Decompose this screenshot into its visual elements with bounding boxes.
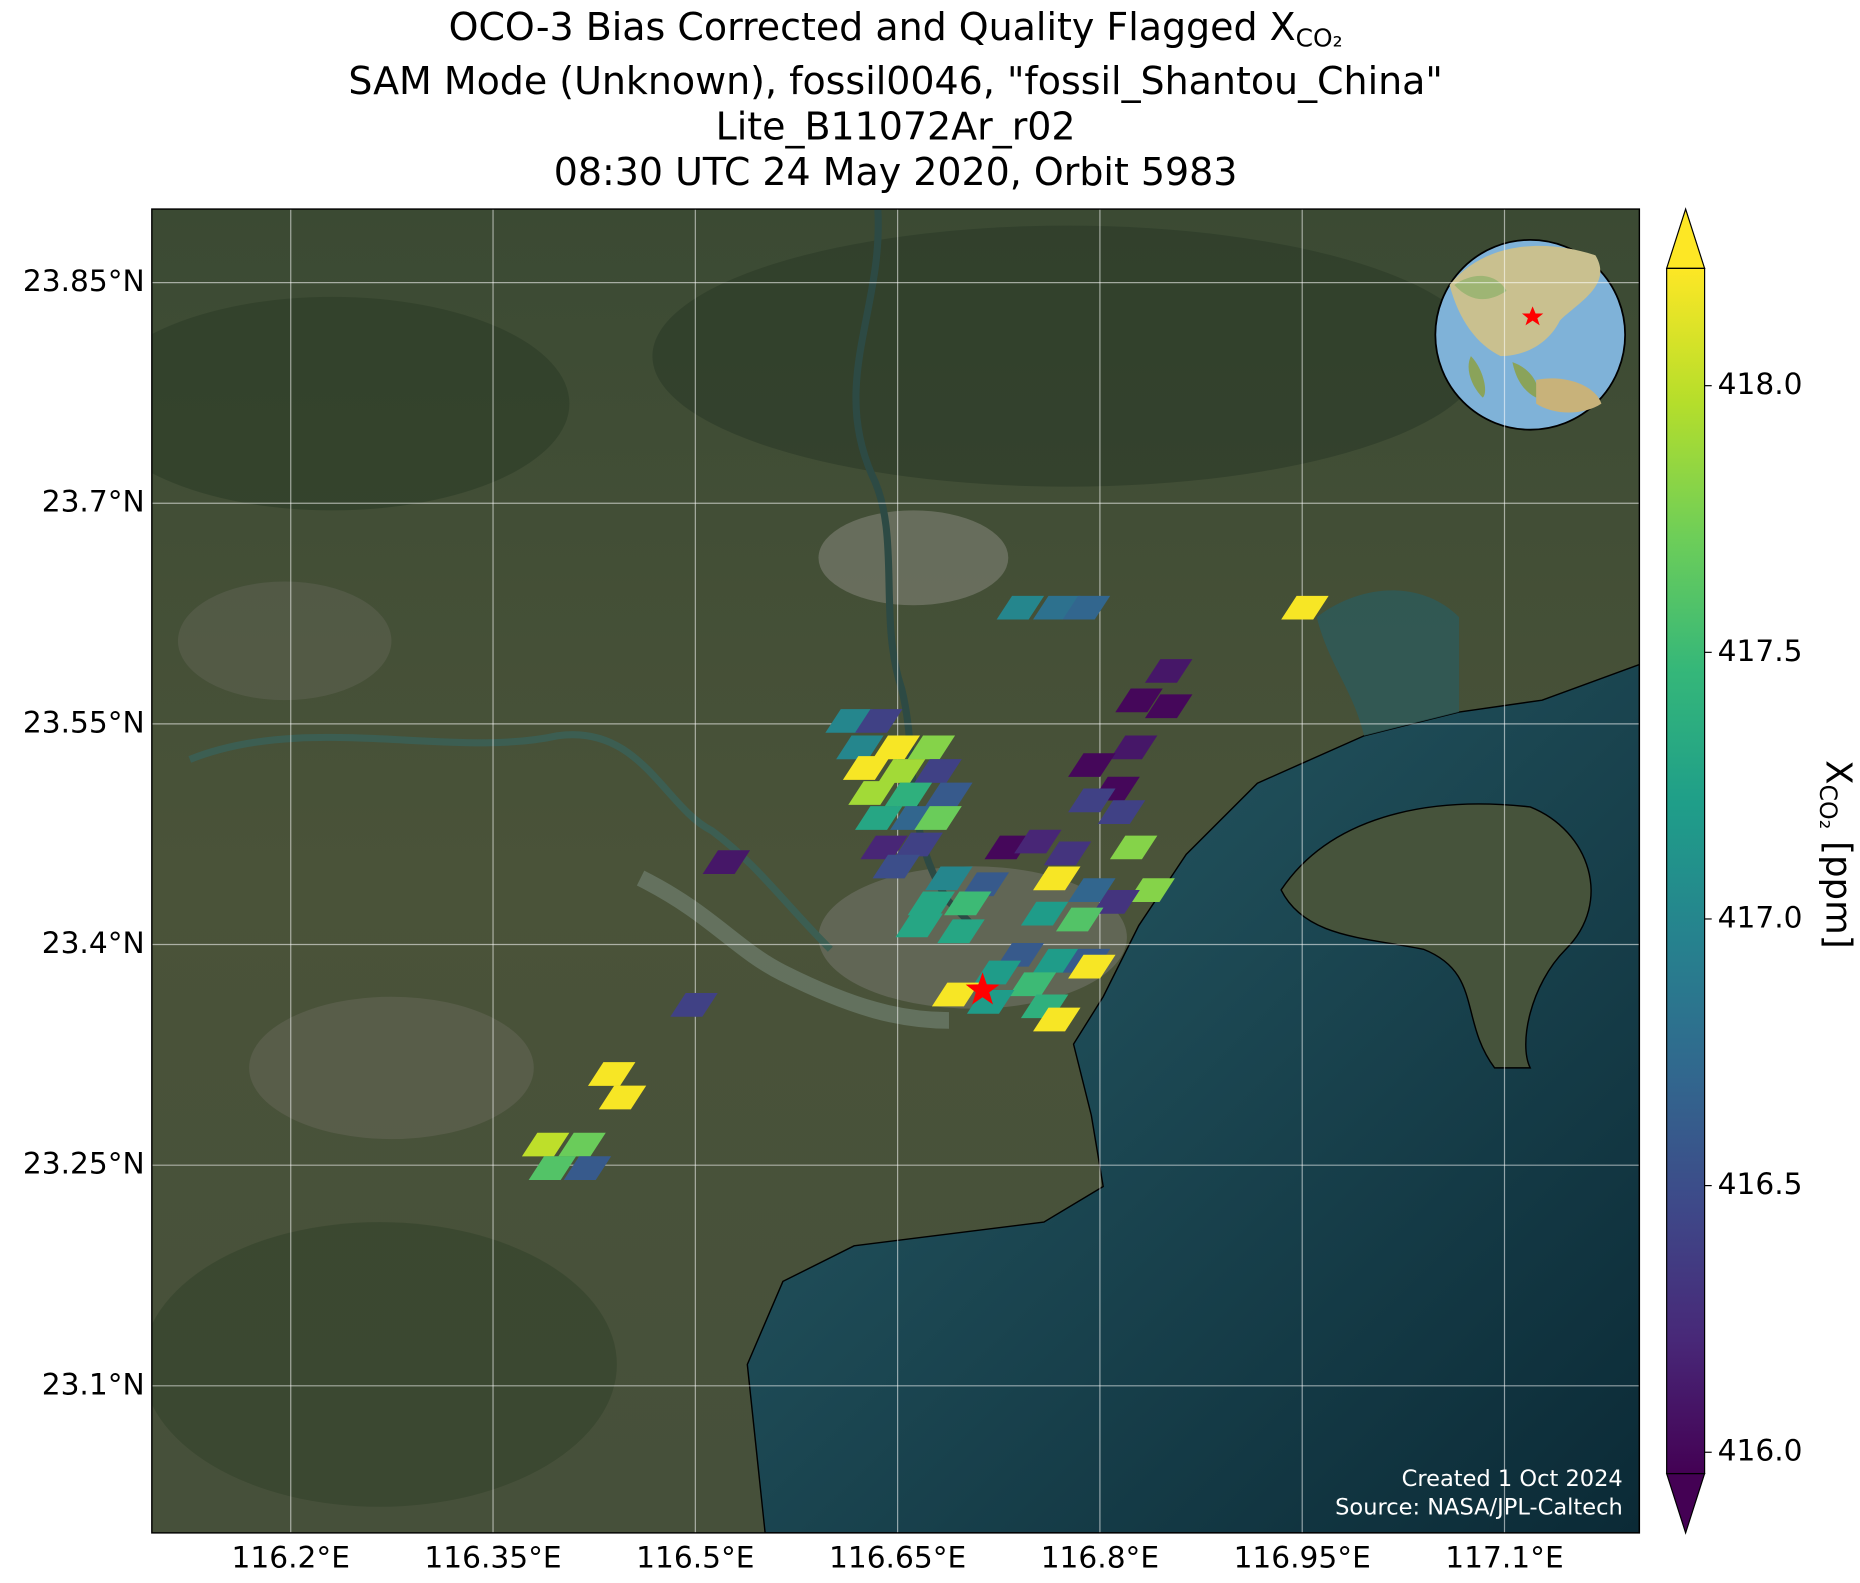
y-tick-label: 23.4°N xyxy=(42,925,145,960)
footprint xyxy=(944,891,992,916)
colorbar xyxy=(1666,268,1705,1474)
colorbar-tick-label: 417.0 xyxy=(1718,899,1803,934)
colorbar-tick-label: 416.5 xyxy=(1718,1166,1803,1201)
footprint xyxy=(895,913,943,938)
colorbar-tick-label: 417.5 xyxy=(1718,633,1803,668)
colorbar-label-main: X xyxy=(1817,760,1858,784)
colorbar-label-subscript: CO₂ xyxy=(1814,784,1842,829)
colorbar-frame xyxy=(1666,267,1706,1475)
x-tick-label: 116.5°E xyxy=(636,1539,754,1574)
y-tick-label: 23.55°N xyxy=(23,704,145,739)
footprint xyxy=(558,1132,606,1157)
footprint xyxy=(996,595,1045,620)
colorbar-extend-max xyxy=(1665,207,1706,269)
footprint xyxy=(925,866,973,891)
map-background xyxy=(151,209,1640,1533)
credit-text: Source: NASA/JPL-Caltech xyxy=(1335,1494,1623,1520)
footprint xyxy=(598,1085,647,1110)
inset-globe xyxy=(1434,239,1627,431)
colorbar-tick-label: 416.0 xyxy=(1718,1433,1803,1468)
colorbar-label-unit: [ppm] xyxy=(1817,841,1858,949)
x-tick-label: 116.65°E xyxy=(829,1539,966,1574)
chart-subtitle: 08:30 UTC 24 May 2020, Orbit 5983 xyxy=(554,150,1238,194)
chart-title: OCO-3 Bias Corrected and Quality Flagged… xyxy=(449,4,1343,52)
footprint xyxy=(877,759,926,783)
footprint xyxy=(884,782,933,807)
y-tick-label: 23.1°N xyxy=(42,1366,145,1401)
footprint xyxy=(1020,901,1069,926)
footprint xyxy=(528,1156,577,1180)
footprint xyxy=(937,919,985,944)
footprint xyxy=(925,782,973,807)
chart-subtitle: Lite_B11072Ar_r02 xyxy=(716,104,1076,148)
footprint xyxy=(521,1132,570,1157)
footprint xyxy=(1068,878,1116,902)
target-marker xyxy=(965,972,1000,1005)
colorbar-tick-label: 418.0 xyxy=(1718,366,1803,401)
footprint xyxy=(1008,972,1057,997)
footprint xyxy=(914,806,962,830)
y-tick-label: 23.7°N xyxy=(42,484,145,519)
footprint xyxy=(1109,835,1158,860)
map-layer xyxy=(151,209,1640,1533)
footprint xyxy=(1033,1007,1081,1032)
footprint xyxy=(872,735,920,760)
x-tick-label: 116.2°E xyxy=(232,1539,350,1574)
footprint xyxy=(1092,890,1140,914)
title-subscript: CO₂ xyxy=(1296,23,1343,52)
footprint xyxy=(1043,841,1092,866)
x-tick-label: 117.1°E xyxy=(1445,1539,1563,1574)
footprint xyxy=(914,759,962,783)
footprint xyxy=(961,872,1010,897)
colorbar-extend-min xyxy=(1665,1472,1706,1535)
footprint xyxy=(842,756,891,780)
x-tick-label: 116.95°E xyxy=(1234,1539,1371,1574)
footprint xyxy=(860,835,908,860)
map-frame xyxy=(151,208,1641,1534)
footprint xyxy=(1068,788,1116,813)
x-tick-label: 116.8°E xyxy=(1041,1539,1159,1574)
footprint xyxy=(1097,800,1146,825)
footprint xyxy=(855,709,903,733)
footprint xyxy=(1033,866,1081,891)
footprint xyxy=(907,891,956,916)
footprint xyxy=(855,806,903,830)
footprint xyxy=(1062,595,1111,620)
footprint xyxy=(1109,735,1158,760)
footprint xyxy=(587,1062,636,1086)
footprint xyxy=(1144,659,1193,683)
footprint xyxy=(1055,907,1104,932)
chart-subtitle: SAM Mode (Unknown), fossil0046, "fossil_… xyxy=(348,59,1443,103)
footprint xyxy=(836,735,884,760)
footprint xyxy=(1127,878,1175,902)
title-text: OCO-3 Bias Corrected and Quality Flagged… xyxy=(449,4,1296,48)
footprint xyxy=(1068,954,1116,979)
footprint xyxy=(931,982,980,1007)
colorbar-label: XCO₂ [ppm] xyxy=(1814,760,1858,949)
y-tick-label: 23.85°N xyxy=(23,263,145,298)
y-tick-label: 23.25°N xyxy=(23,1146,145,1181)
footprint xyxy=(895,832,943,857)
footprint xyxy=(1281,595,1329,620)
footprint xyxy=(848,781,896,805)
footprint xyxy=(670,992,718,1017)
x-tick-label: 116.35°E xyxy=(424,1539,561,1574)
footprint xyxy=(1115,688,1163,713)
footprint xyxy=(702,850,751,875)
footprint xyxy=(907,735,956,760)
footprint xyxy=(1068,753,1116,777)
footprint xyxy=(1144,694,1193,719)
footprint xyxy=(563,1156,612,1180)
credit-text: Created 1 Oct 2024 xyxy=(1402,1466,1623,1492)
footprint xyxy=(1014,829,1062,854)
footprint xyxy=(973,960,1022,985)
footprint xyxy=(872,854,920,879)
